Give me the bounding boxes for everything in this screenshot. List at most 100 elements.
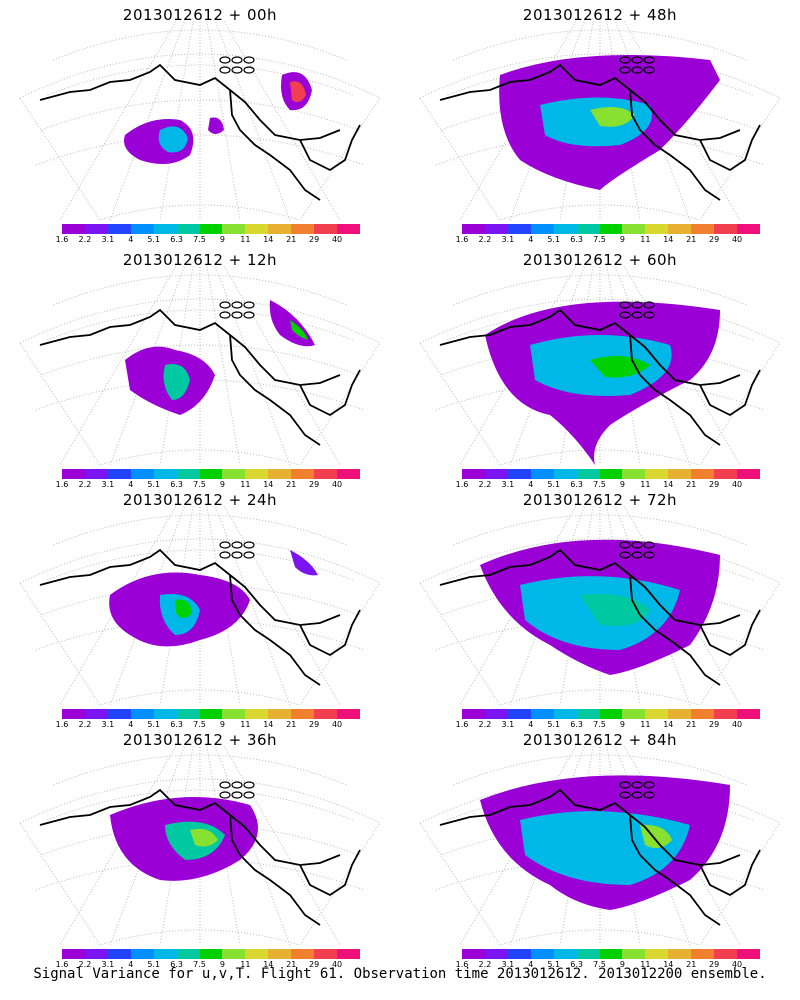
colorbar-tick-label: 6.3 [570,235,583,244]
colorbar-swatch [737,224,760,234]
variance-contour [208,117,224,134]
colorbar-tick-label: 9 [619,235,625,244]
colorbar-swatch [62,224,85,234]
arctic-island [619,791,631,799]
map-boundary [419,298,781,465]
colorbar-tick-label: 2.2 [478,960,492,969]
colorbar-tick-label: 40 [331,960,343,969]
arctic-island [619,551,631,559]
colorbar [62,709,360,719]
colorbar-tick-label: 40 [731,960,743,969]
arctic-island [643,66,655,74]
colorbar-tick-label: 4 [128,720,134,729]
colorbar-tick-label: 21 [686,960,697,969]
colorbar-tick-label: 11 [640,235,651,244]
colorbar-tick-label: 14 [263,480,274,489]
colorbar-swatch [484,949,508,959]
colorbar-swatch [576,709,600,719]
polar-map [419,265,781,465]
polar-map [19,265,381,465]
colorbar-swatch [176,709,200,719]
arctic-island [631,791,643,799]
polar-map [19,505,381,705]
variance-contour [290,81,306,103]
colorbar-swatch [337,469,360,479]
colorbar-swatch [107,949,131,959]
coastline [39,788,361,926]
colorbar-tick-label: 29 [709,480,720,489]
colorbar [62,224,360,234]
colorbar-swatch [462,949,485,959]
variance-contour [190,828,218,847]
colorbar-tick-label: 3.1 [501,480,515,489]
latitude-gridline [53,754,347,786]
colorbar-tick-label: 4 [128,480,134,489]
panel-title: 2013012612 + 84h [522,731,678,749]
colorbar-swatch [576,224,600,234]
meridian-gridline [222,265,341,465]
colorbar-swatch [530,709,554,719]
arctic-island [243,301,255,309]
colorbar-tick-label: 1.6 [55,960,69,969]
colorbar-swatch [62,949,85,959]
arctic-island [631,781,643,789]
colorbar-tick-label: 9 [619,480,625,489]
colorbar-swatch [645,224,669,234]
colorbar-swatch [130,469,154,479]
arctic-island [231,551,243,559]
colorbar-swatch [84,469,108,479]
arctic-island [219,551,231,559]
meridian-gridline [59,20,178,220]
colorbar-tick-label: 7.5 [193,960,206,969]
colorbar-tick-label: 40 [331,235,343,244]
panel-title: 2013012612 + 24h [122,491,278,509]
colorbar-swatch [199,709,223,719]
panel-48h: 2013012612 + 48h 1.6 2.2 3.1 4 5.1 6.3 7.5 9 11 14… [400,0,800,250]
colorbar-swatch [314,224,338,234]
colorbar-tick-label: 14 [663,960,674,969]
colorbar-swatch [337,949,360,959]
colorbar-tick-label: 7.5 [593,960,606,969]
colorbar-labels: 1.6 2.2 3.1 4 5.1 6.3 7.5 9 11 14 21 29 40 [56,235,360,245]
colorbar-tick-label: 14 [263,235,274,244]
colorbar-tick-label: 11 [240,480,251,489]
colorbar-swatch [107,224,131,234]
colorbar-tick-label: 1.6 [455,235,469,244]
coastline [439,548,761,686]
meridian-gridline [614,265,691,465]
colorbar-tick-label: 1.6 [455,480,469,489]
colorbar-tick-label: 4 [128,235,134,244]
polar-map [419,745,781,945]
meridian-gridline [509,505,586,705]
meridian-gridline [509,20,586,220]
colorbar-tick-label: 6.3 [570,960,583,969]
colorbar-tick-label: 3.1 [101,960,115,969]
panel-title: 2013012612 + 36h [122,731,278,749]
colorbar-tick-label: 3.1 [101,235,115,244]
panel-title: 2013012612 + 48h [522,6,678,24]
colorbar-tick-label: 6.3 [170,480,183,489]
colorbar-swatch [314,949,338,959]
meridian-gridline [214,505,291,705]
colorbar-tick-label: 9 [619,720,625,729]
colorbar-tick-label: 5.1 [147,720,161,729]
arctic-island [643,301,655,309]
colorbar-tick-label: 1.6 [55,480,69,489]
latitude-gridline [35,379,365,411]
colorbar-tick-label: 5.1 [147,235,161,244]
arctic-island [619,66,631,74]
colorbar-tick-label: 14 [663,720,674,729]
colorbar-tick-label: 14 [263,720,274,729]
meridian-gridline [214,745,291,945]
arctic-island [619,56,631,64]
colorbar-tick-label: 21 [686,480,697,489]
colorbar-tick-label: 5.1 [147,480,161,489]
arctic-island [631,56,643,64]
colorbar-swatch [599,949,623,959]
colorbar-swatch [153,469,177,479]
colorbar-tick-label: 3.1 [501,235,515,244]
colorbar-swatch [268,709,292,719]
arctic-island [631,301,643,309]
arctic-island [243,66,255,74]
colorbar-swatch [576,469,600,479]
